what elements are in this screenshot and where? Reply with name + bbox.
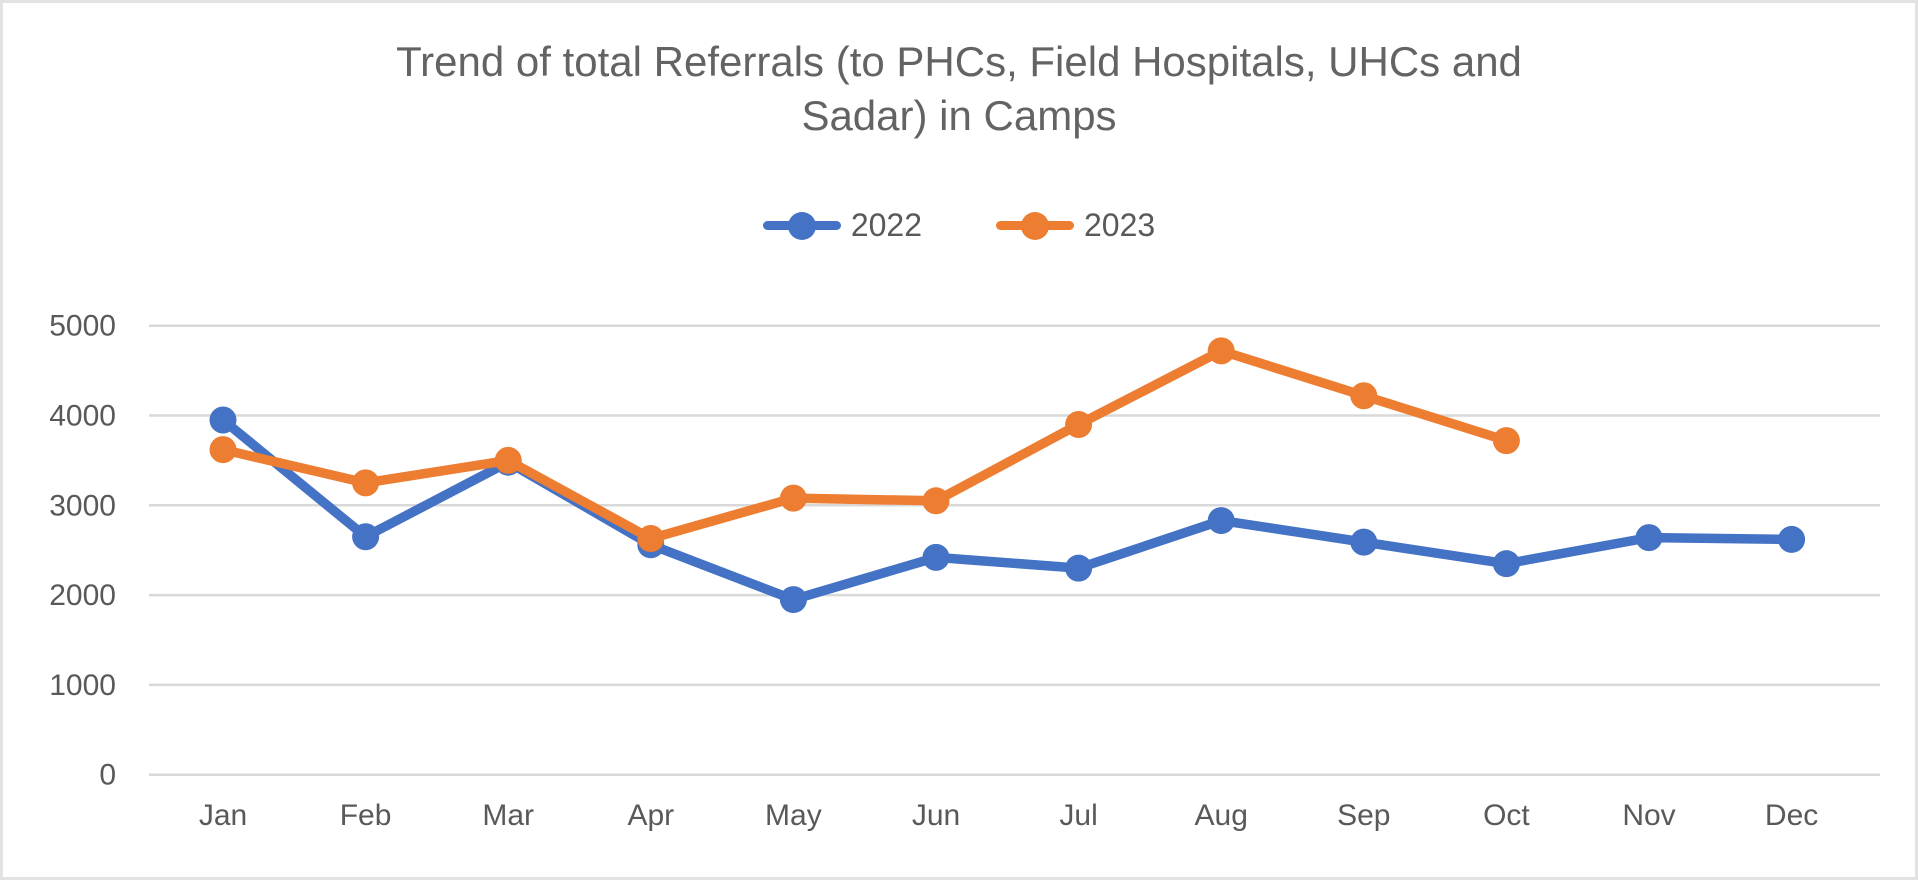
legend-dot-icon bbox=[1021, 211, 1049, 240]
legend-label-2023: 2023 bbox=[1084, 207, 1156, 243]
svg-text:Nov: Nov bbox=[1622, 799, 1675, 832]
svg-text:Apr: Apr bbox=[627, 799, 674, 832]
svg-text:Jul: Jul bbox=[1059, 799, 1097, 832]
chart-title: Trend of total Referrals (to PHCs, Field… bbox=[3, 35, 1915, 143]
svg-text:Dec: Dec bbox=[1765, 799, 1818, 832]
svg-text:Sep: Sep bbox=[1337, 799, 1390, 832]
svg-text:5000: 5000 bbox=[49, 310, 116, 343]
line-chart: 0 1000 2000 3000 4000 5000 Jan Feb Mar Apr May Jun J… bbox=[49, 310, 1880, 832]
svg-text:2000: 2000 bbox=[49, 579, 116, 612]
svg-text:Aug: Aug bbox=[1195, 799, 1248, 832]
legend-line-marker-2023 bbox=[996, 211, 1074, 240]
legend-label-2022: 2022 bbox=[850, 207, 922, 243]
legend-item-2023: 2023 bbox=[996, 207, 1155, 244]
svg-text:1000: 1000 bbox=[49, 669, 116, 702]
svg-text:Feb: Feb bbox=[340, 799, 392, 832]
legend-item-2022: 2022 bbox=[762, 207, 922, 244]
chart-legend: 2022 2023 bbox=[3, 207, 1915, 244]
svg-text:Jun: Jun bbox=[912, 799, 960, 832]
svg-text:Oct: Oct bbox=[1483, 799, 1530, 832]
svg-text:May: May bbox=[765, 799, 822, 832]
svg-text:3000: 3000 bbox=[49, 489, 116, 522]
svg-text:4000: 4000 bbox=[49, 400, 116, 433]
legend-dot-icon bbox=[787, 211, 816, 240]
svg-text:0: 0 bbox=[99, 759, 116, 792]
chart-title-line2: Sadar) in Camps bbox=[801, 91, 1117, 139]
svg-text:Mar: Mar bbox=[482, 799, 534, 832]
chart-title-line1: Trend of total Referrals (to PHCs, Field… bbox=[396, 38, 1522, 85]
legend-line-marker-2022 bbox=[762, 211, 841, 240]
svg-text:Jan: Jan bbox=[199, 799, 247, 832]
